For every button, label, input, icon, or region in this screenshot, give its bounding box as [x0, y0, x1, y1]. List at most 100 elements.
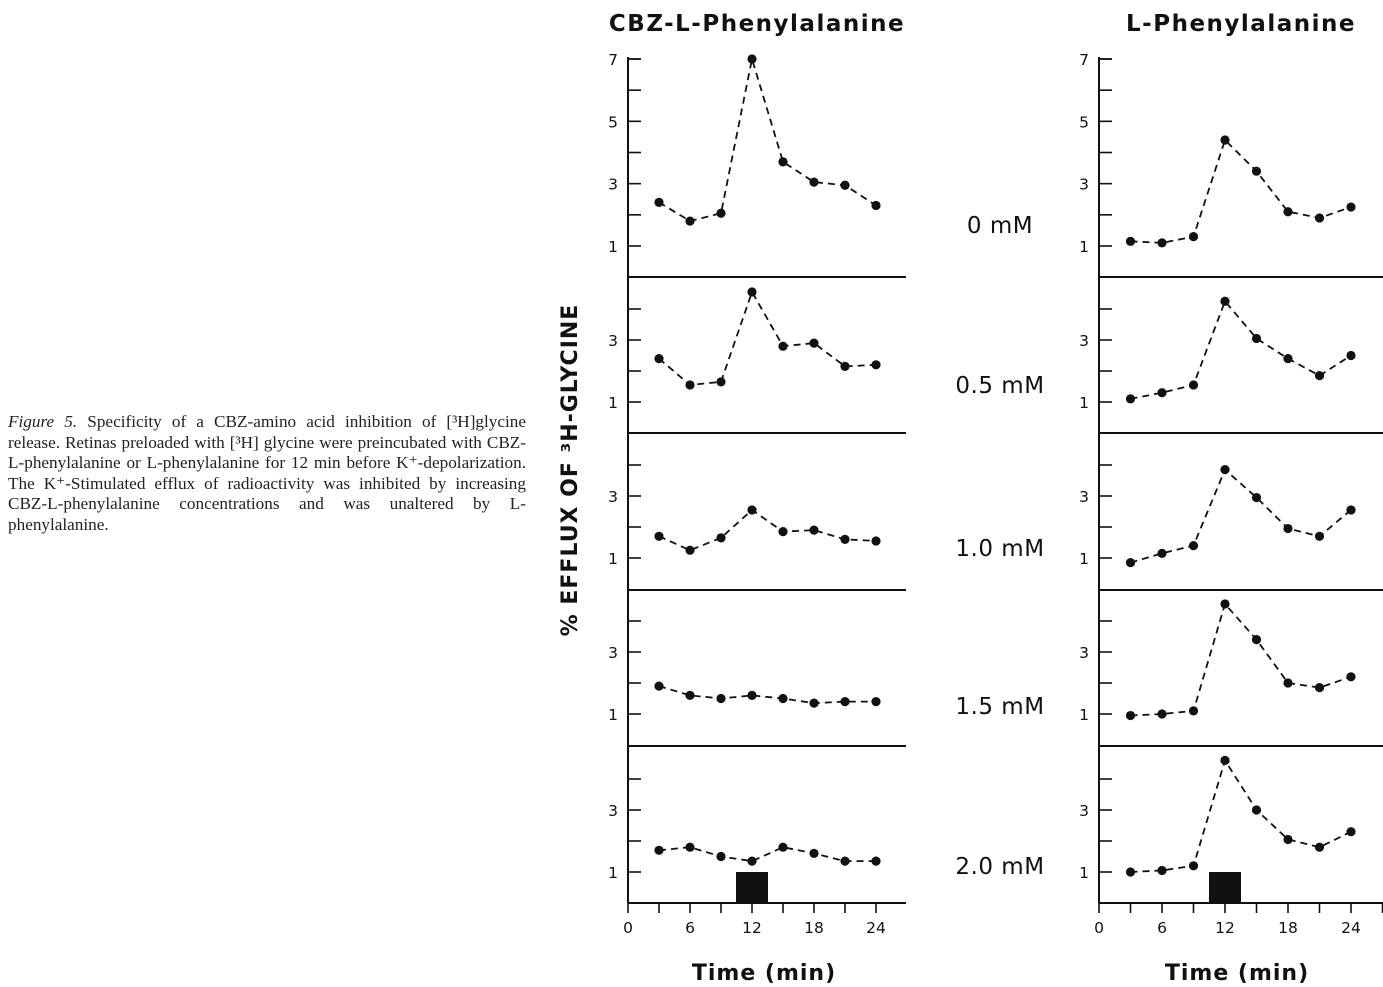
- series-line: [1130, 758, 1352, 873]
- y-tick-label: 3: [608, 802, 618, 820]
- data-point: [1251, 166, 1262, 176]
- series-line: [1130, 299, 1352, 400]
- series-line: [658, 846, 876, 863]
- data-point: [778, 157, 788, 167]
- y-tick-label: 5: [1079, 113, 1089, 131]
- row-0-mM: 1 3 5 7: [1079, 51, 1383, 278]
- data-point: [1283, 834, 1293, 845]
- concentration-label: 0.5 mM: [955, 373, 1044, 399]
- data-point: [778, 693, 788, 704]
- data-point: [685, 842, 695, 852]
- row-0-5-mM: 13: [608, 287, 906, 434]
- data-point: [1283, 523, 1293, 534]
- data-point: [1346, 350, 1356, 361]
- row-1-0-mM: 13: [608, 464, 906, 591]
- data-point: [840, 534, 850, 545]
- x-tick-label: 24: [1341, 919, 1361, 937]
- data-point: [1125, 558, 1136, 568]
- data-point: [1125, 394, 1136, 404]
- data-point: [871, 856, 881, 866]
- data-point: [1251, 492, 1262, 503]
- data-point: [1220, 135, 1230, 145]
- data-point: [654, 197, 664, 207]
- concentration-label: 1.5 mM: [955, 694, 1044, 720]
- data-point: [1157, 238, 1167, 248]
- y-tick-label: 1: [1079, 238, 1089, 256]
- data-point: [685, 545, 695, 555]
- data-point: [1157, 388, 1167, 398]
- series-line: [1130, 602, 1352, 717]
- data-point: [716, 533, 726, 543]
- data-point: [1125, 236, 1136, 246]
- y-tick-label: 3: [608, 644, 618, 662]
- data-point: [654, 531, 664, 541]
- data-point: [1314, 531, 1325, 541]
- caption-text: Specificity of a CBZ-amino acid inhibiti…: [8, 412, 527, 534]
- data-point: [1346, 827, 1356, 837]
- y-tick-label: 1: [1079, 864, 1089, 882]
- data-point: [685, 216, 695, 226]
- x-tick-label: 24: [866, 919, 886, 937]
- y-tick-label: 1: [608, 706, 618, 724]
- y-tick-label: 5: [608, 113, 618, 131]
- data-point: [1346, 202, 1356, 212]
- concentration-label: 0 mM: [967, 213, 1033, 239]
- data-point: [1220, 296, 1230, 306]
- data-point: [778, 527, 788, 537]
- data-point: [809, 698, 819, 708]
- x-tick-label: 12: [1215, 919, 1235, 937]
- data-point: [1125, 710, 1136, 721]
- y-tick-label: 3: [608, 176, 618, 194]
- data-point: [1188, 380, 1199, 390]
- data-point: [747, 54, 757, 64]
- data-point: [1188, 232, 1199, 242]
- x-tick-label: 18: [1278, 919, 1298, 937]
- row-0-mM: 1 3 5 7: [608, 51, 906, 278]
- concentration-label: 2.0 mM: [955, 854, 1044, 880]
- data-point: [654, 845, 664, 855]
- y-tick-label: 1: [1079, 706, 1089, 724]
- y-tick-label: 7: [1079, 51, 1089, 69]
- y-tick-label: 3: [608, 332, 618, 350]
- data-point: [1314, 842, 1325, 852]
- row-2-0-mM: 13: [608, 778, 881, 903]
- stimulus-bar: [736, 872, 768, 903]
- data-point: [1251, 805, 1262, 815]
- x-tick-label: 6: [685, 919, 695, 937]
- y-tick-label: 3: [1079, 176, 1089, 194]
- series-line: [1130, 468, 1352, 564]
- data-point: [778, 842, 788, 852]
- concentration-label: 1.0 mM: [955, 536, 1044, 562]
- x-tick-label: 18: [804, 919, 824, 937]
- x-tick-label: 6: [1157, 919, 1167, 937]
- row-1-5-mM: 13: [1079, 599, 1383, 747]
- x-tick-label: 12: [742, 919, 762, 937]
- data-point: [809, 177, 819, 187]
- data-point: [1188, 706, 1199, 716]
- data-point: [1188, 861, 1199, 871]
- data-point: [1314, 683, 1325, 693]
- data-point: [778, 341, 788, 351]
- data-point: [809, 848, 819, 859]
- data-point: [1346, 505, 1356, 515]
- data-point: [1251, 635, 1262, 645]
- data-point: [1314, 371, 1325, 381]
- y-tick-label: 1: [608, 550, 618, 568]
- data-point: [1220, 599, 1230, 609]
- concentration-labels: 0 mM 0.5 mM 1.0 mM 1.5 mM 2.0 mM: [955, 213, 1044, 880]
- series-line: [658, 685, 876, 705]
- panel-title: CBZ-L-Phenylalanine: [609, 11, 905, 37]
- data-point: [1157, 865, 1167, 876]
- row-1-5-mM: 13: [608, 620, 906, 747]
- row-1-0-mM: 13: [1079, 464, 1383, 591]
- data-point: [809, 525, 819, 535]
- data-point: [716, 693, 726, 704]
- data-point: [747, 856, 757, 866]
- data-point: [654, 354, 664, 364]
- y-tick-label: 1: [608, 864, 618, 882]
- data-point: [1314, 213, 1325, 223]
- data-point: [1157, 548, 1167, 558]
- data-point: [1220, 465, 1230, 475]
